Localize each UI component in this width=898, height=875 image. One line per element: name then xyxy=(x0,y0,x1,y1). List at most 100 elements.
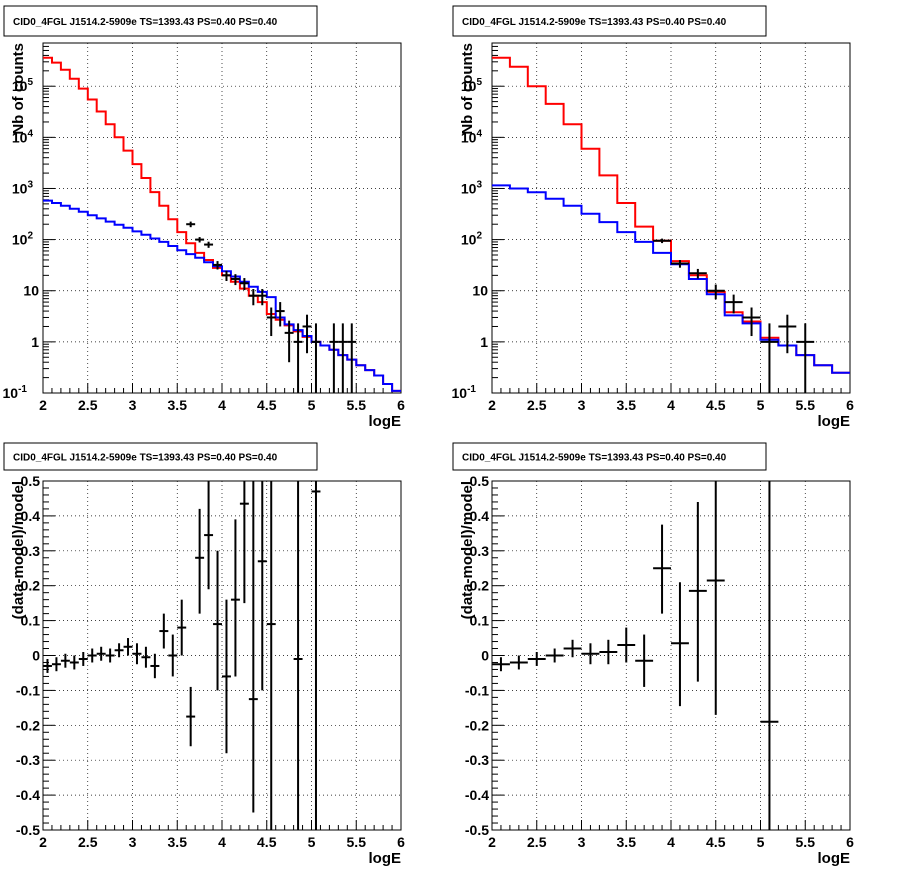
data-point xyxy=(168,634,178,677)
data-point xyxy=(760,323,779,393)
x-tick-label: 4.5 xyxy=(706,397,726,413)
x-tick-label: 4 xyxy=(218,397,226,413)
x-tick-label: 3.5 xyxy=(168,834,188,850)
y-tick-label: -0.1 xyxy=(465,682,489,698)
data-point xyxy=(688,501,707,682)
y-tick-label: 0.5 xyxy=(21,473,41,489)
data-point xyxy=(688,268,707,279)
pad-bottom-left: CID0_4FGL J1514.2-5909e TS=1393.43 PS=0.… xyxy=(3,442,405,867)
data-point xyxy=(87,648,97,663)
x-tick-label: 4.5 xyxy=(706,834,726,850)
data-point xyxy=(635,634,654,687)
x-tick-label: 2.5 xyxy=(527,397,547,413)
data-point xyxy=(78,652,88,666)
y-tick-label: -0.3 xyxy=(465,752,489,768)
x-tick-label: 2 xyxy=(39,834,47,850)
y-tick-label: 0.5 xyxy=(470,473,490,489)
data-point xyxy=(195,237,205,243)
data-point xyxy=(706,284,725,300)
y-tick-label: 1 xyxy=(31,334,39,350)
data-point xyxy=(778,314,797,354)
x-tick-label: 6 xyxy=(846,834,854,850)
data-point xyxy=(329,323,339,393)
y-tick-label: 0.1 xyxy=(470,613,490,629)
data-point xyxy=(239,481,249,604)
chart-title: CID0_4FGL J1514.2-5909e TS=1393.43 PS=0.… xyxy=(462,17,727,28)
title-box xyxy=(3,5,318,37)
pad-top-right: CID0_4FGL J1514.2-5909e TS=1393.43 PS=0.… xyxy=(452,5,854,430)
pad-top-left: CID0_4FGL J1514.2-5909e TS=1393.43 PS=0.… xyxy=(3,5,405,430)
data-point xyxy=(563,639,582,658)
y-tick-label: 10-1 xyxy=(452,384,477,401)
y-axis-title: (data-model)/model xyxy=(10,481,27,619)
chart-title: CID0_4FGL J1514.2-5909e TS=1393.43 PS=0.… xyxy=(13,17,278,28)
data-point xyxy=(311,481,321,830)
data-point xyxy=(617,627,636,663)
data-point xyxy=(230,274,240,286)
data-point xyxy=(724,294,743,314)
data-point xyxy=(114,643,124,658)
data-point xyxy=(222,599,231,754)
x-tick-label: 3 xyxy=(129,397,137,413)
data-point xyxy=(186,221,196,228)
data-point xyxy=(293,323,303,393)
data-point xyxy=(248,481,258,813)
x-axis-title: logE xyxy=(818,413,851,430)
data-point xyxy=(492,657,510,672)
x-tick-label: 3.5 xyxy=(617,397,637,413)
y-axis-title: Nb of counts xyxy=(10,43,27,135)
data-point xyxy=(123,638,133,656)
data-point xyxy=(204,481,214,590)
x-tick-label: 3.5 xyxy=(168,397,188,413)
y-tick-label: -0.1 xyxy=(16,682,40,698)
data-point xyxy=(230,519,240,677)
y-tick-label: -0.4 xyxy=(16,787,40,803)
data-point xyxy=(311,323,321,393)
y-tick-label: 0.2 xyxy=(470,578,490,594)
data-point xyxy=(653,238,671,244)
y-tick-label: 0.1 xyxy=(21,613,41,629)
x-tick-label: 3 xyxy=(578,397,586,413)
data-point xyxy=(150,653,160,679)
x-tick-label: 5.5 xyxy=(796,397,816,413)
data-point xyxy=(60,653,70,668)
y-tick-label: 0.4 xyxy=(470,508,490,524)
data-point xyxy=(96,646,106,661)
y-tick-label: 0.3 xyxy=(470,543,490,559)
y-axis-title: Nb of counts xyxy=(459,43,476,135)
x-tick-label: 2 xyxy=(488,397,496,413)
data-point xyxy=(69,655,79,670)
chart-title: CID0_4FGL J1514.2-5909e TS=1393.43 PS=0.… xyxy=(13,453,278,464)
data-point xyxy=(671,582,689,707)
data-point xyxy=(760,481,779,830)
data-point xyxy=(266,307,276,337)
data-point xyxy=(742,307,761,337)
y-tick-label: 10 xyxy=(23,283,39,299)
x-tick-label: 5 xyxy=(308,834,316,850)
y-tick-label: 103 xyxy=(12,179,34,196)
data-point xyxy=(213,261,222,270)
data-point xyxy=(159,613,169,649)
x-axis-title: logE xyxy=(369,850,402,867)
data-point xyxy=(141,646,151,668)
x-tick-label: 5 xyxy=(757,834,765,850)
y-tick-label: 103 xyxy=(461,179,483,196)
y-tick-label: 0.2 xyxy=(21,578,41,594)
y-tick-label: 10-1 xyxy=(3,384,28,401)
data-point xyxy=(239,278,249,291)
data-point xyxy=(257,289,267,306)
x-tick-label: 2 xyxy=(39,397,47,413)
data-point xyxy=(653,524,671,614)
y-tick-label: 1 xyxy=(480,334,488,350)
x-tick-label: 3 xyxy=(578,834,586,850)
x-tick-label: 2.5 xyxy=(78,397,98,413)
y-tick-label: 102 xyxy=(461,231,483,248)
x-tick-label: 4 xyxy=(667,397,675,413)
y-tick-label: -0.2 xyxy=(16,717,40,733)
data-point xyxy=(509,655,528,670)
x-tick-label: 2.5 xyxy=(527,834,547,850)
x-tick-label: 3.5 xyxy=(617,834,637,850)
data-point xyxy=(347,323,357,393)
x-tick-label: 4 xyxy=(218,834,226,850)
